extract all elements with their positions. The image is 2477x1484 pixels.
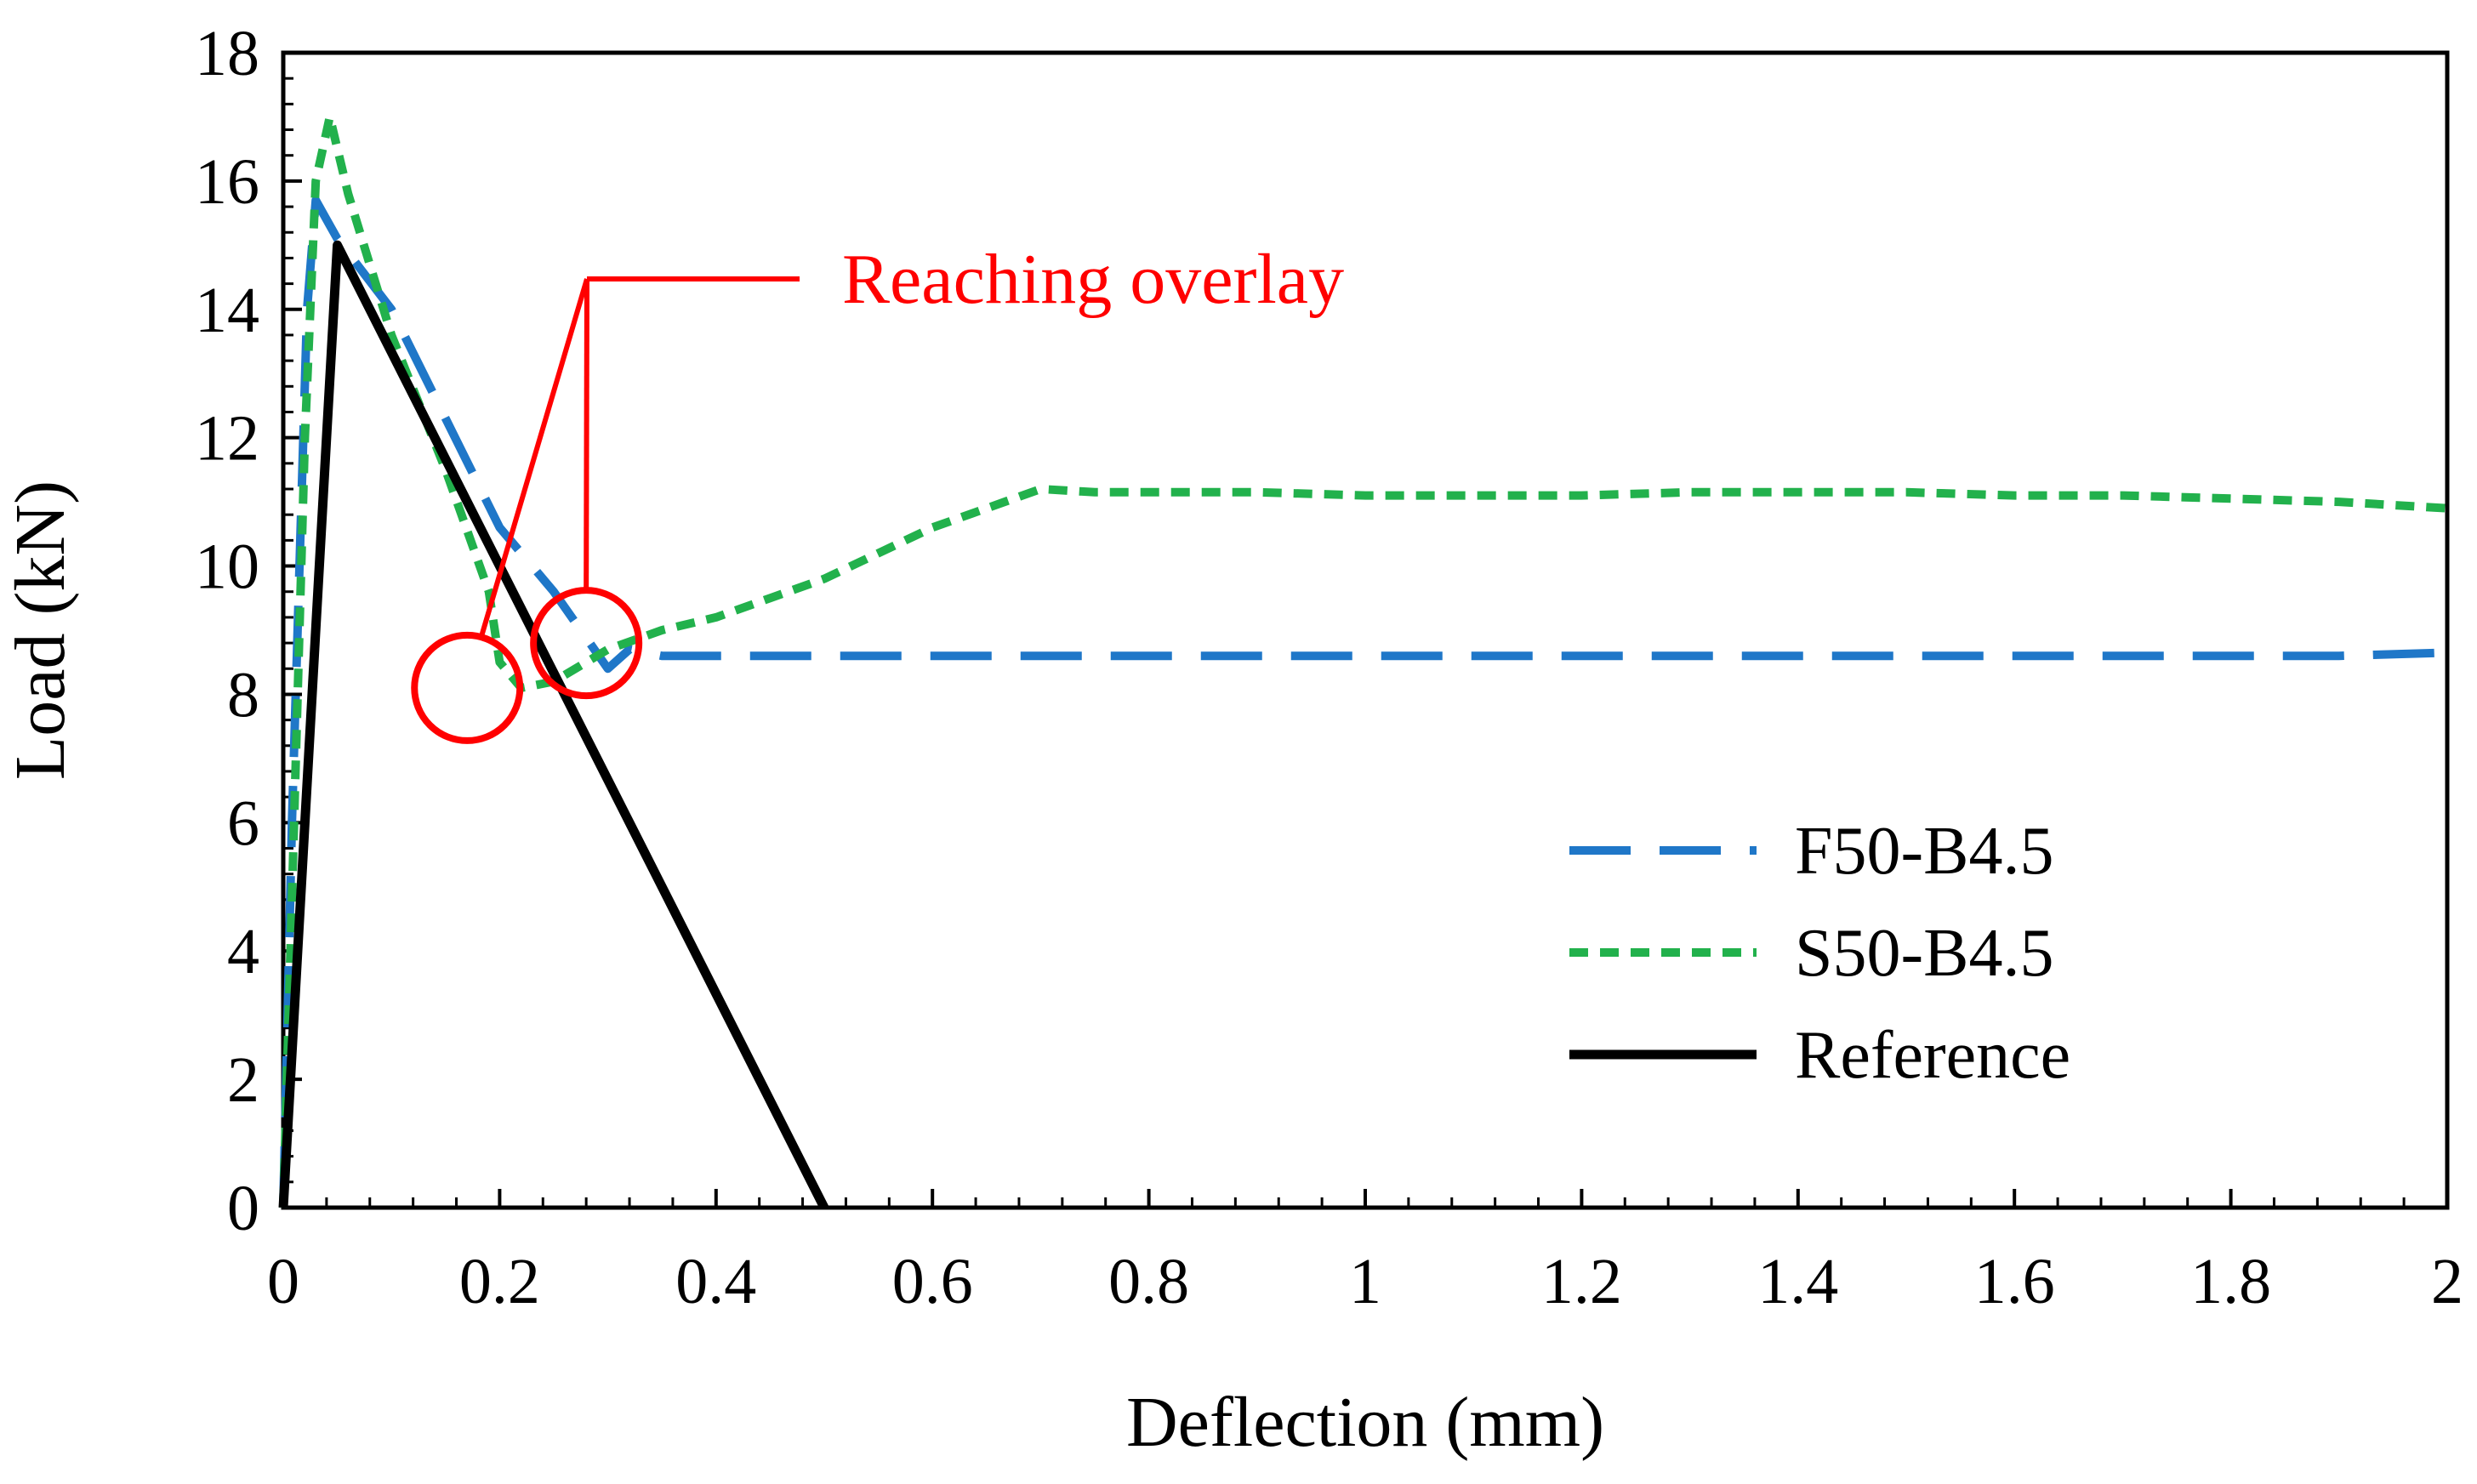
y-tick-label: 14 (195, 275, 259, 346)
annotation-leader-line (478, 278, 589, 640)
y-axis-title: Load (kN) (1, 480, 80, 780)
x-tick-label: 0.6 (892, 1246, 973, 1317)
y-tick-label: 2 (227, 1044, 259, 1116)
series-line-reference (278, 240, 829, 1210)
annotation-leader-line (584, 278, 589, 591)
x-tick-label: 1.6 (1974, 1246, 2055, 1317)
legend-label-f50-b4-5: F50-B4.5 (1795, 814, 2054, 889)
x-axis-title: Deflection (mm) (1126, 1383, 1604, 1462)
annotation: Reaching overlay (411, 240, 1344, 744)
y-tick-label: 18 (195, 18, 259, 89)
y-tick-label: 8 (227, 659, 259, 731)
series-line-f50-b4-5 (279, 196, 2448, 1208)
series-line-s50-b4-5 (279, 112, 2448, 1208)
y-tick-label: 4 (227, 916, 259, 987)
x-tick-label: 0.4 (675, 1246, 756, 1317)
annotation-circle (411, 631, 524, 744)
x-tick-label: 0.2 (459, 1246, 540, 1317)
x-tick-label: 2 (2431, 1246, 2463, 1317)
legend: F50-B4.5 S50-B4.5 Reference (1569, 814, 2070, 1093)
x-tick-label: 0 (267, 1246, 299, 1317)
y-tick-label: 12 (195, 403, 259, 475)
y-tick-label: 6 (227, 787, 259, 859)
x-tick-label: 1.4 (1757, 1246, 1838, 1317)
x-tick-label: 1.8 (2190, 1246, 2271, 1317)
y-tick-label: 0 (227, 1173, 259, 1244)
x-tick-label: 1.2 (1541, 1246, 1622, 1317)
annotation-text: Reaching overlay (842, 240, 1344, 319)
y-tick-label: 16 (195, 146, 259, 218)
legend-label-s50-b4-5: S50-B4.5 (1795, 916, 2054, 991)
x-axis-ticks: 0 0.2 0.4 0.6 0.8 1 1.2 1.4 1.6 1.8 2 (267, 1189, 2463, 1317)
y-tick-label: 10 (195, 532, 259, 603)
x-tick-label: 1 (1349, 1246, 1381, 1317)
series-layer (278, 112, 2448, 1210)
x-tick-label: 0.8 (1108, 1246, 1189, 1317)
legend-label-reference: Reference (1795, 1018, 2070, 1093)
